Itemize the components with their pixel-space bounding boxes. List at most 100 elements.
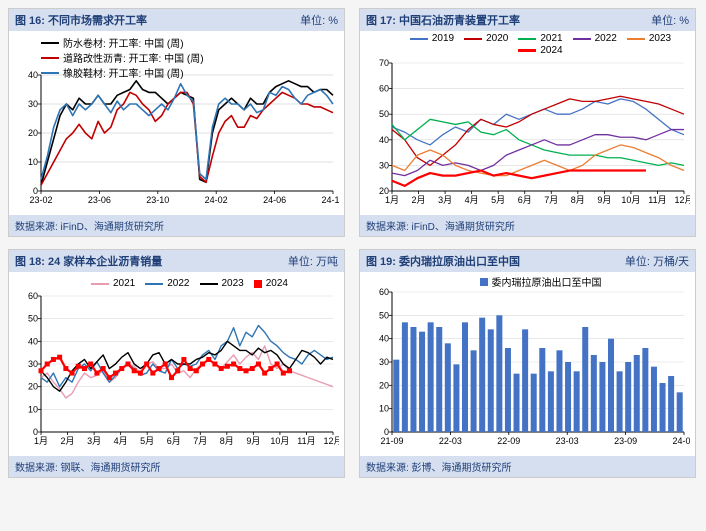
- svg-text:24-03: 24-03: [672, 436, 690, 446]
- panel-19-unit: 单位: 万桶/天: [625, 253, 689, 269]
- svg-text:10月: 10月: [621, 195, 640, 205]
- panel-16-unit: 单位: %: [300, 12, 338, 28]
- svg-text:24-10: 24-10: [321, 195, 339, 205]
- legend-label: 2023: [649, 33, 671, 44]
- legend-label: 2021: [540, 33, 562, 44]
- svg-text:22-09: 22-09: [497, 436, 520, 446]
- panel-16: 图 16: 不同市场需求开工率 单位: % 防水卷材: 开工率: 中国 (周) …: [8, 8, 345, 237]
- svg-text:20: 20: [379, 380, 389, 390]
- svg-text:5月: 5月: [140, 436, 154, 446]
- svg-text:60: 60: [379, 84, 389, 94]
- svg-text:70: 70: [379, 58, 389, 68]
- legend-label: 委内瑞拉原油出口至中国: [492, 274, 602, 289]
- svg-text:11月: 11月: [648, 195, 666, 205]
- panel-19-chart: 委内瑞拉原油出口至中国 010203040506021-0922-0322-09…: [360, 272, 695, 456]
- panel-19-title: 图 19: 委内瑞拉原油出口至中国: [366, 253, 520, 269]
- panel-16-header: 图 16: 不同市场需求开工率 单位: %: [9, 9, 344, 31]
- panel-17-title: 图 17: 中国石油沥青装置开工率: [366, 12, 520, 28]
- panel-18-unit: 单位: 万吨: [288, 253, 338, 269]
- legend-label: 道路改性沥青: 开工率: 中国 (周): [63, 50, 204, 65]
- legend-label: 2019: [432, 33, 454, 44]
- svg-text:20: 20: [28, 128, 38, 138]
- panel-17-legend: 2019 2020 2021 2022 2023 2024: [392, 33, 689, 56]
- svg-text:30: 30: [379, 160, 389, 170]
- svg-text:22-03: 22-03: [439, 436, 462, 446]
- svg-text:10: 10: [28, 157, 38, 167]
- svg-text:40: 40: [28, 70, 38, 80]
- svg-text:9月: 9月: [246, 436, 260, 446]
- svg-text:9月: 9月: [597, 195, 611, 205]
- panel-18-chart: 2021 2022 2023 2024 01020304050601月2月3月4…: [9, 272, 344, 456]
- panel-16-title: 图 16: 不同市场需求开工率: [15, 12, 147, 28]
- panel-18-title: 图 18: 24 家样本企业沥青销量: [15, 253, 162, 269]
- svg-text:7月: 7月: [544, 195, 558, 205]
- panel-17-header: 图 17: 中国石油沥青装置开工率 单位: %: [360, 9, 695, 31]
- legend-label: 2020: [486, 33, 508, 44]
- svg-text:50: 50: [28, 314, 38, 324]
- svg-text:60: 60: [379, 287, 389, 297]
- svg-text:24-02: 24-02: [205, 195, 228, 205]
- svg-text:30: 30: [28, 359, 38, 369]
- svg-text:6月: 6月: [518, 195, 532, 205]
- svg-text:60: 60: [28, 291, 38, 301]
- panel-18-header: 图 18: 24 家样本企业沥青销量 单位: 万吨: [9, 250, 344, 272]
- panel-19-footer: 数据来源: 彭博、海通期货研究所: [360, 456, 695, 477]
- svg-text:12月: 12月: [323, 436, 339, 446]
- svg-text:12月: 12月: [674, 195, 690, 205]
- panel-16-chart: 防水卷材: 开工率: 中国 (周) 道路改性沥青: 开工率: 中国 (周) 橡胶…: [9, 31, 344, 215]
- svg-text:2月: 2月: [412, 195, 426, 205]
- panel-19-header: 图 19: 委内瑞拉原油出口至中国 单位: 万桶/天: [360, 250, 695, 272]
- panel-16-legend: 防水卷材: 开工率: 中国 (周) 道路改性沥青: 开工率: 中国 (周) 橡胶…: [41, 35, 338, 80]
- legend-label: 2023: [222, 278, 244, 289]
- panel-17-chart: 2019 2020 2021 2022 2023 2024 2030405060…: [360, 31, 695, 215]
- svg-text:40: 40: [28, 336, 38, 346]
- svg-text:21-09: 21-09: [380, 436, 403, 446]
- svg-text:24-06: 24-06: [263, 195, 286, 205]
- panel-19-legend: 委内瑞拉原油出口至中国: [392, 274, 689, 289]
- svg-text:10: 10: [379, 404, 389, 414]
- svg-text:1月: 1月: [385, 195, 399, 205]
- panel-19: 图 19: 委内瑞拉原油出口至中国 单位: 万桶/天 委内瑞拉原油出口至中国 0…: [359, 249, 696, 478]
- panel-18: 图 18: 24 家样本企业沥青销量 单位: 万吨 2021 2022 2023…: [8, 249, 345, 478]
- panel-17-footer: 数据来源: iFinD、海通期货研究所: [360, 215, 695, 236]
- svg-text:30: 30: [28, 99, 38, 109]
- panel-17-unit: 单位: %: [651, 12, 689, 28]
- svg-text:8月: 8月: [220, 436, 234, 446]
- svg-text:10: 10: [28, 404, 38, 414]
- legend-label: 2022: [595, 33, 617, 44]
- svg-text:23-06: 23-06: [88, 195, 111, 205]
- svg-text:4月: 4月: [114, 436, 128, 446]
- svg-text:10月: 10月: [270, 436, 289, 446]
- svg-text:30: 30: [379, 357, 389, 367]
- svg-text:23-10: 23-10: [146, 195, 169, 205]
- svg-text:50: 50: [379, 109, 389, 119]
- svg-text:7月: 7月: [193, 436, 207, 446]
- chart-grid: 图 16: 不同市场需求开工率 单位: % 防水卷材: 开工率: 中国 (周) …: [8, 8, 696, 478]
- svg-text:1月: 1月: [34, 436, 48, 446]
- legend-label: 橡胶鞋材: 开工率: 中国 (周): [63, 65, 184, 80]
- legend-label: 2024: [266, 278, 288, 289]
- svg-text:6月: 6月: [167, 436, 181, 446]
- legend-label: 防水卷材: 开工率: 中国 (周): [63, 35, 184, 50]
- legend-label: 2021: [113, 278, 135, 289]
- svg-text:2月: 2月: [61, 436, 75, 446]
- svg-text:40: 40: [379, 334, 389, 344]
- legend-label: 2024: [540, 45, 562, 56]
- svg-text:40: 40: [379, 135, 389, 145]
- legend-label: 2022: [167, 278, 189, 289]
- svg-text:50: 50: [379, 310, 389, 320]
- panel-18-legend: 2021 2022 2023 2024: [41, 278, 338, 289]
- svg-text:5月: 5月: [491, 195, 505, 205]
- panel-18-footer: 数据来源: 钢联、海通期货研究所: [9, 456, 344, 477]
- svg-text:8月: 8月: [571, 195, 585, 205]
- panel-17: 图 17: 中国石油沥青装置开工率 单位: % 2019 2020 2021 2…: [359, 8, 696, 237]
- svg-text:3月: 3月: [87, 436, 101, 446]
- svg-text:11月: 11月: [297, 436, 315, 446]
- svg-text:23-02: 23-02: [29, 195, 52, 205]
- svg-text:3月: 3月: [438, 195, 452, 205]
- svg-text:23-03: 23-03: [556, 436, 579, 446]
- svg-text:4月: 4月: [465, 195, 479, 205]
- panel-16-footer: 数据来源: iFinD、海通期货研究所: [9, 215, 344, 236]
- svg-text:23-09: 23-09: [614, 436, 637, 446]
- svg-text:20: 20: [28, 382, 38, 392]
